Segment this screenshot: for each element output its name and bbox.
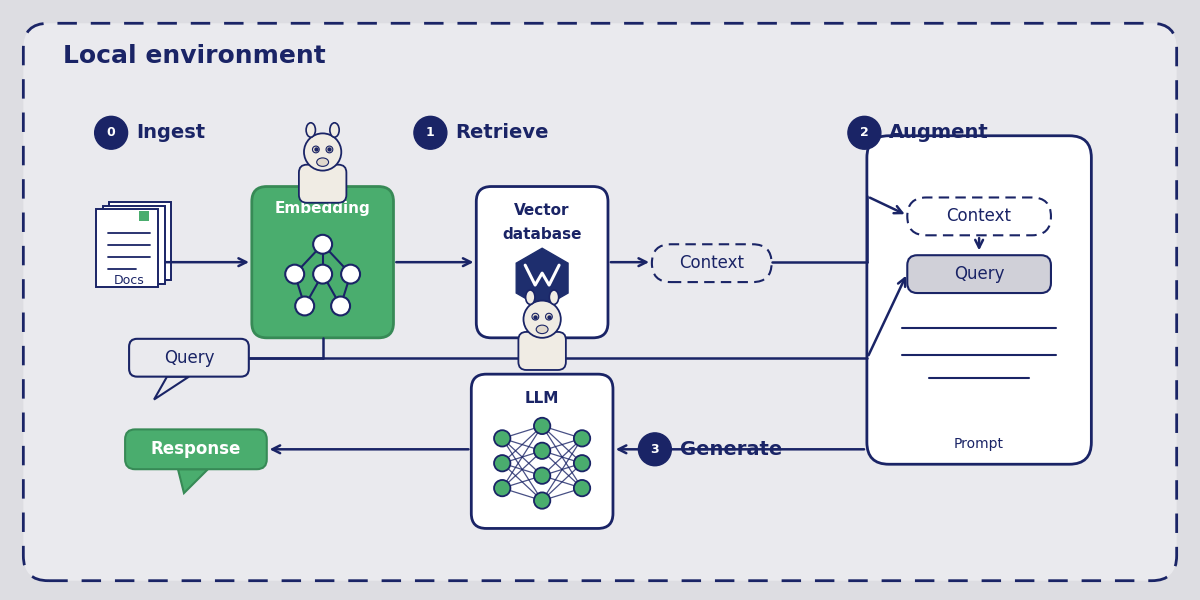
Text: LLM: LLM — [524, 391, 559, 406]
Ellipse shape — [536, 325, 548, 334]
FancyBboxPatch shape — [907, 255, 1051, 293]
Text: Generate: Generate — [680, 440, 782, 459]
Polygon shape — [154, 377, 188, 400]
Text: Augment: Augment — [889, 123, 989, 142]
Text: 1: 1 — [426, 126, 434, 139]
Circle shape — [304, 133, 341, 170]
Circle shape — [286, 265, 304, 284]
Circle shape — [313, 265, 332, 284]
Ellipse shape — [306, 123, 316, 137]
Circle shape — [331, 296, 350, 316]
Text: Docs: Docs — [114, 274, 144, 287]
FancyBboxPatch shape — [476, 187, 608, 338]
Circle shape — [534, 418, 551, 434]
Circle shape — [574, 455, 590, 472]
Text: Query: Query — [163, 349, 215, 367]
Circle shape — [95, 116, 127, 149]
Circle shape — [574, 430, 590, 446]
Ellipse shape — [526, 290, 535, 304]
FancyBboxPatch shape — [130, 339, 248, 377]
Text: 0: 0 — [107, 126, 115, 139]
FancyBboxPatch shape — [103, 206, 166, 284]
Text: Retrieve: Retrieve — [455, 123, 548, 142]
FancyBboxPatch shape — [96, 209, 158, 287]
Circle shape — [326, 146, 332, 153]
Text: Local environment: Local environment — [64, 44, 326, 68]
Polygon shape — [178, 469, 208, 493]
FancyBboxPatch shape — [125, 430, 266, 469]
Circle shape — [534, 443, 551, 459]
Circle shape — [523, 301, 560, 338]
Text: Context: Context — [679, 254, 744, 272]
FancyBboxPatch shape — [139, 211, 149, 221]
Circle shape — [534, 493, 551, 509]
Text: Embedding: Embedding — [275, 201, 371, 216]
Ellipse shape — [330, 123, 340, 137]
FancyBboxPatch shape — [907, 197, 1051, 235]
Text: 2: 2 — [860, 126, 869, 139]
Text: Ingest: Ingest — [136, 123, 205, 142]
Text: Prompt: Prompt — [954, 437, 1004, 451]
Ellipse shape — [550, 290, 559, 304]
Circle shape — [295, 296, 314, 316]
Circle shape — [414, 116, 446, 149]
FancyBboxPatch shape — [518, 332, 566, 370]
Text: Query: Query — [954, 265, 1004, 283]
Ellipse shape — [317, 158, 329, 166]
Circle shape — [494, 430, 510, 446]
FancyBboxPatch shape — [109, 202, 170, 280]
FancyBboxPatch shape — [252, 187, 394, 338]
FancyBboxPatch shape — [23, 23, 1177, 581]
FancyBboxPatch shape — [652, 244, 772, 282]
Circle shape — [638, 433, 671, 466]
Text: Response: Response — [151, 440, 241, 458]
Text: Context: Context — [947, 208, 1012, 226]
Circle shape — [574, 480, 590, 496]
Circle shape — [494, 455, 510, 472]
FancyBboxPatch shape — [299, 164, 347, 203]
Text: 3: 3 — [650, 443, 659, 456]
Circle shape — [532, 313, 539, 320]
Circle shape — [313, 235, 332, 254]
Circle shape — [848, 116, 881, 149]
Circle shape — [341, 265, 360, 284]
Circle shape — [546, 313, 552, 320]
Text: database: database — [503, 227, 582, 242]
FancyBboxPatch shape — [472, 374, 613, 529]
Text: Vector: Vector — [515, 203, 570, 218]
Polygon shape — [516, 248, 568, 308]
FancyBboxPatch shape — [866, 136, 1091, 464]
Circle shape — [534, 467, 551, 484]
Circle shape — [312, 146, 319, 153]
Circle shape — [494, 480, 510, 496]
